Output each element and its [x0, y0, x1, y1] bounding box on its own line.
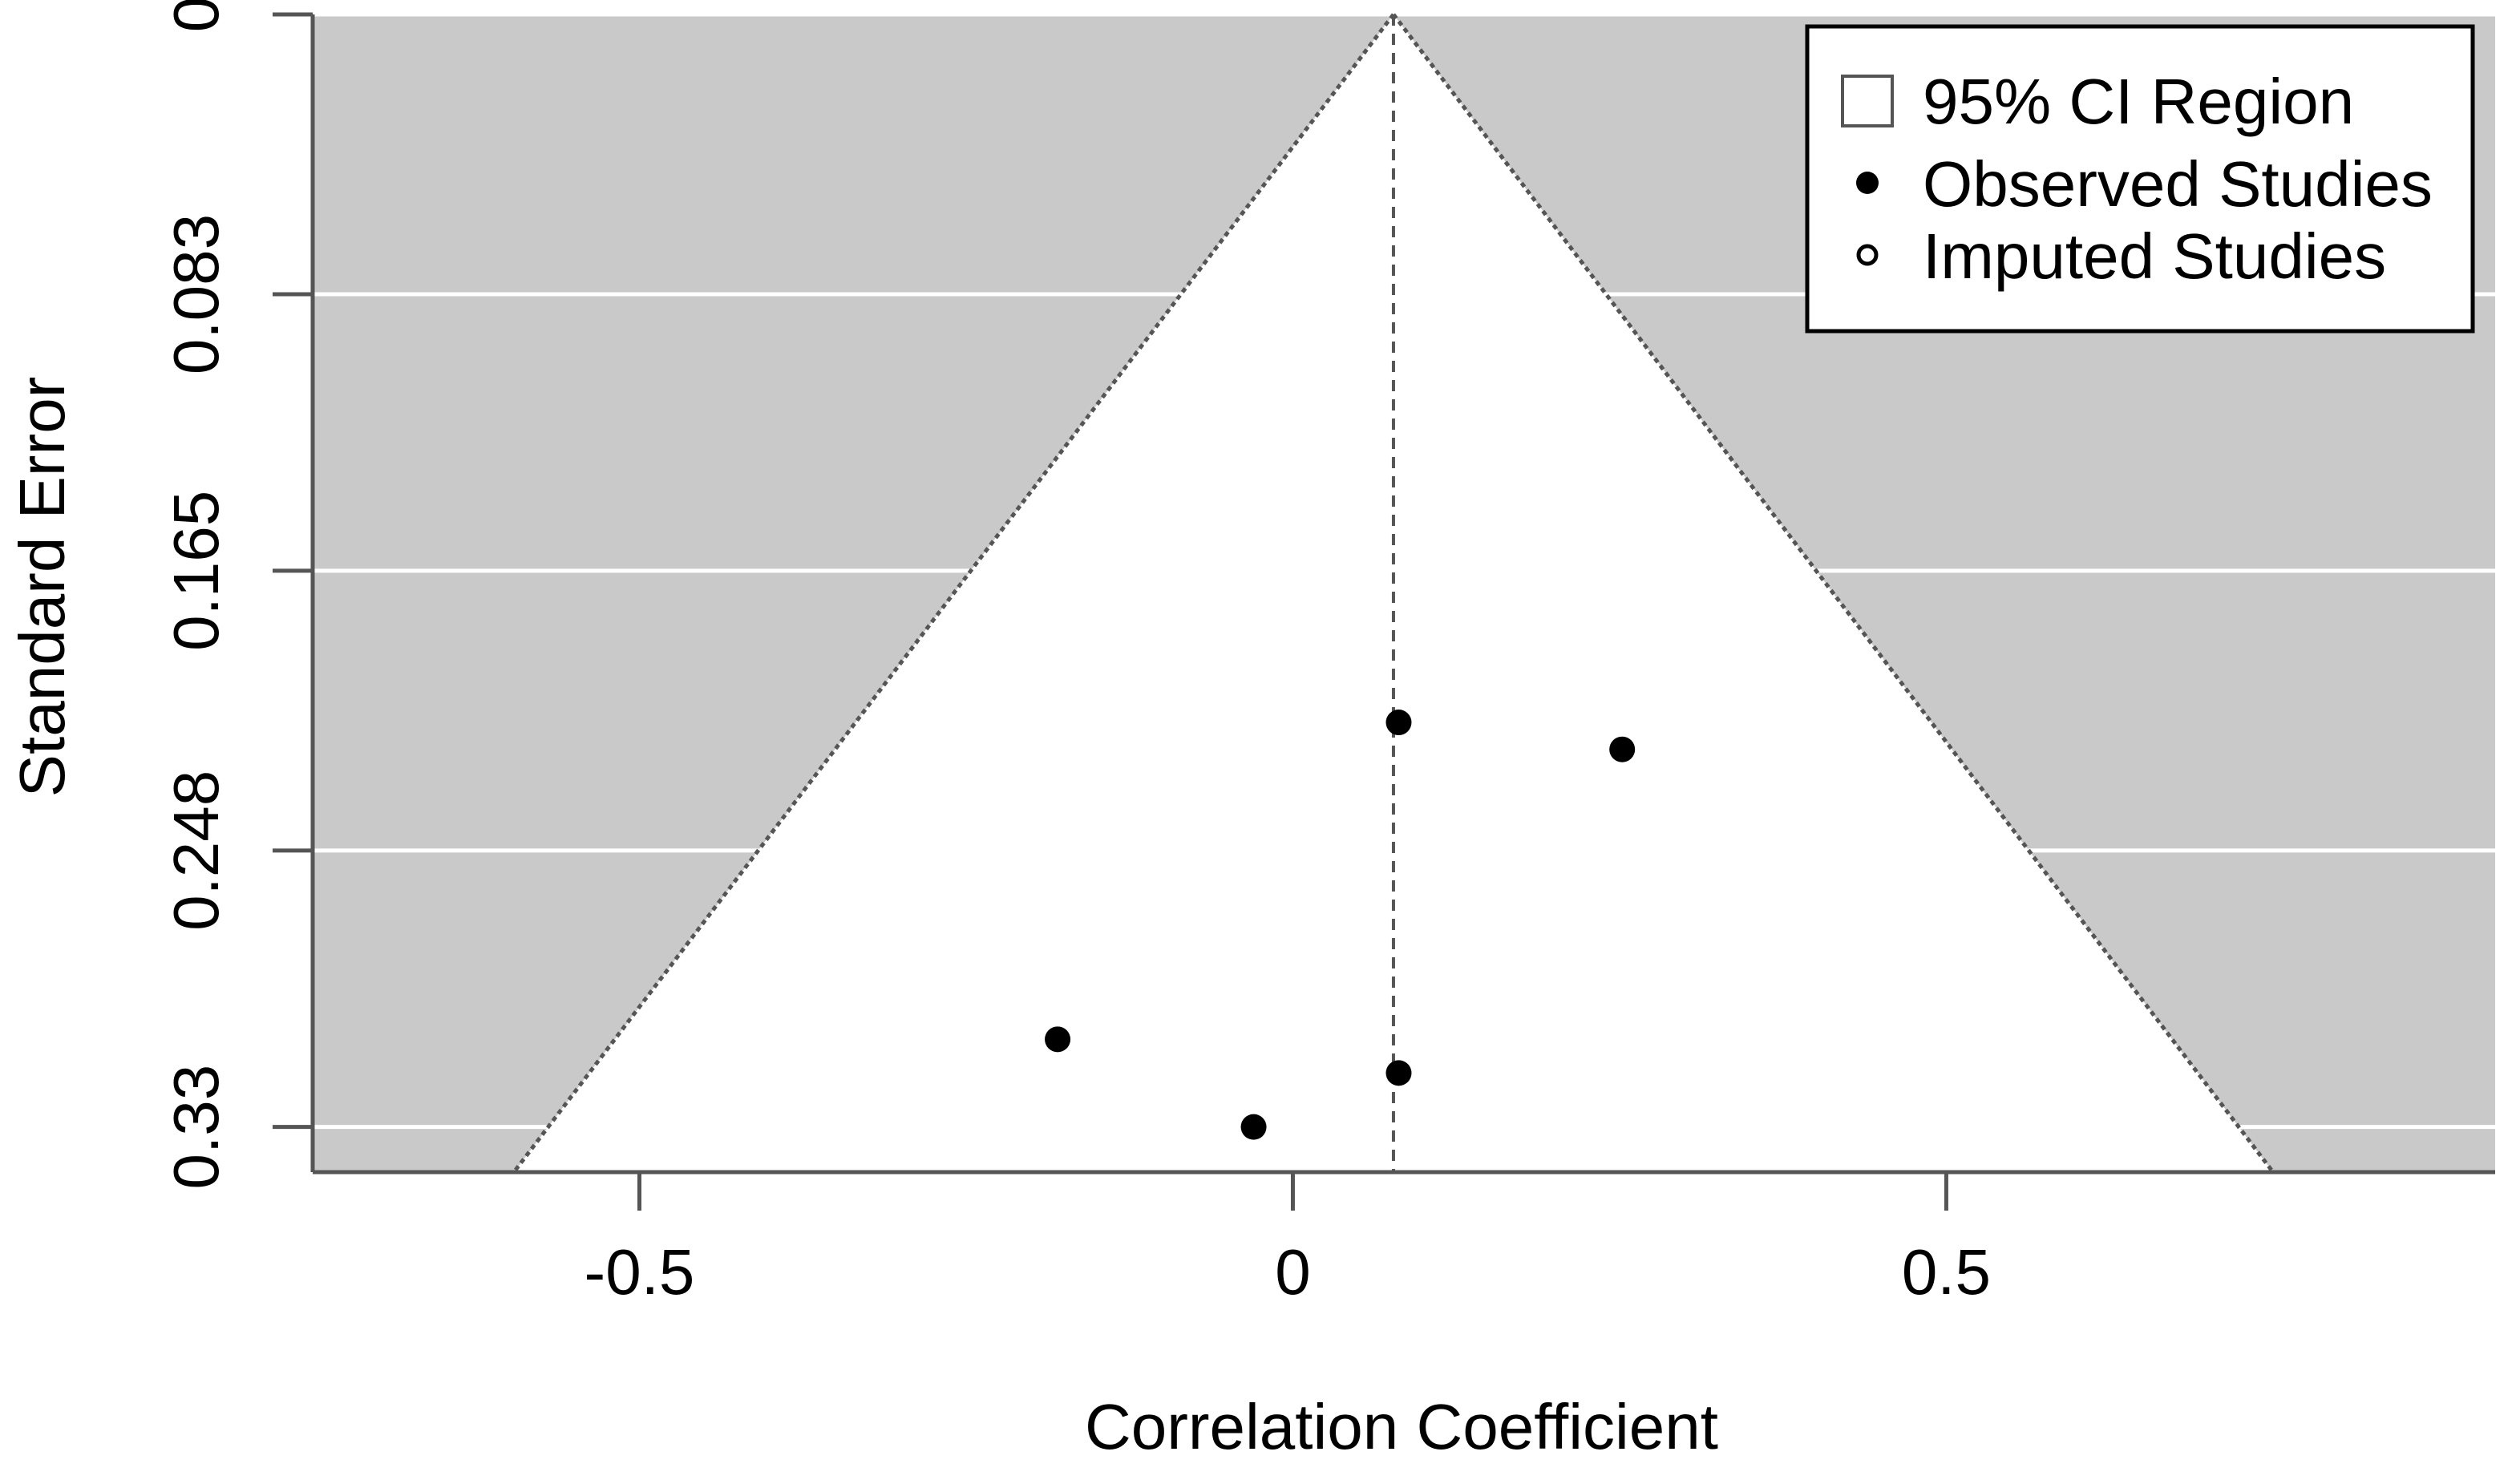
funnel-right-line: [1391, 13, 2275, 1174]
x-axis: -0.5 0 0.5: [585, 1172, 1991, 1308]
y-tick-label-3: 0.248: [160, 770, 232, 931]
legend-label-imputed: Imputed Studies: [1923, 220, 2386, 292]
legend-symbol-ci-region: [1841, 75, 1894, 127]
y-tick-label-1: 0.083: [160, 214, 232, 374]
y-tick-label-2: 0.165: [160, 491, 232, 651]
x-axis-label: Correlation Coefficient: [1085, 1391, 1718, 1462]
observed-study-point-2: [1045, 1026, 1071, 1053]
y-axis: 0 0.083 0.165 0.248 0.33: [160, 0, 313, 1190]
legend: 95% CI Region Observed Studies Imputed S…: [1805, 24, 2475, 334]
legend-symbol-observed: [1856, 172, 1879, 194]
x-tick-label-2: 0.5: [1902, 1236, 1991, 1308]
observed-study-point-1: [1609, 736, 1636, 762]
legend-label-ci-region: 95% CI Region: [1923, 66, 2354, 137]
y-axis-label: Standard Error: [6, 377, 78, 798]
legend-label-observed: Observed Studies: [1923, 148, 2433, 220]
x-tick-label-1: 0: [1275, 1236, 1311, 1308]
y-tick-label-4: 0.33: [160, 1065, 232, 1190]
y-tick-label-0: 0: [160, 0, 232, 32]
observed-study-point-0: [1385, 710, 1412, 736]
funnel-left-line: [512, 13, 1395, 1174]
legend-box: [1805, 24, 2475, 334]
observed-study-point-4: [1240, 1114, 1267, 1140]
legend-symbol-imputed: [1856, 244, 1879, 266]
observed-study-point-3: [1385, 1060, 1412, 1086]
x-tick-label-0: -0.5: [585, 1236, 695, 1308]
